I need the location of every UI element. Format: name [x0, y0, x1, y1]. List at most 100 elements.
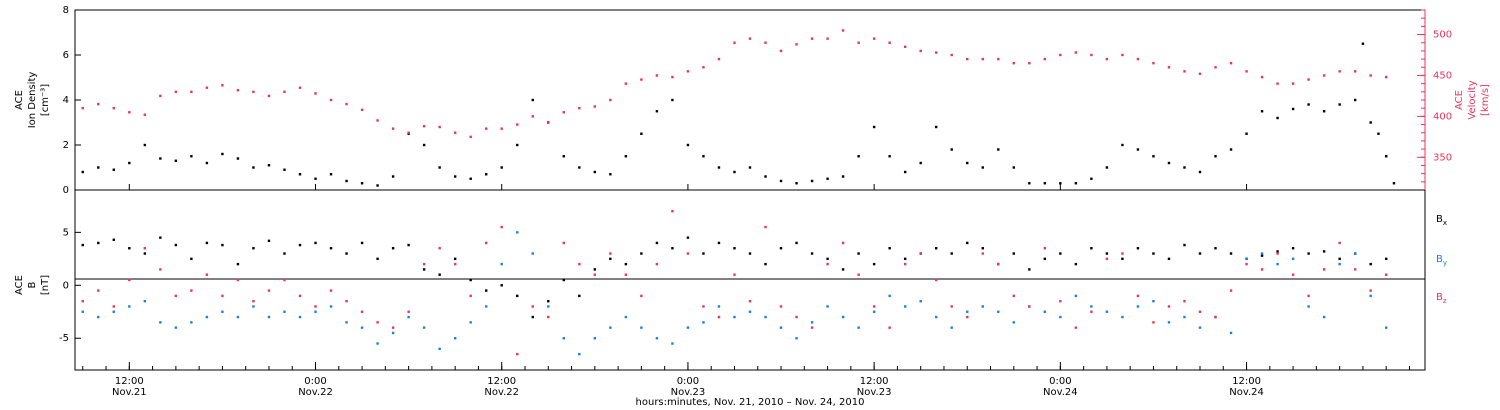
velocity-point-44 [764, 41, 767, 44]
Bz-point-57 [966, 315, 969, 319]
By-point-32 [578, 352, 581, 356]
velocity-point-41 [717, 57, 721, 61]
Bx-point-34 [609, 257, 612, 261]
density-point-69 [1152, 155, 1155, 158]
Bz-point-45 [779, 305, 783, 308]
density-point-46 [795, 182, 798, 185]
Bx-point-81 [1338, 257, 1341, 261]
velocity-point-52 [888, 41, 891, 44]
Bx-point-83 [1369, 262, 1372, 266]
Bz-point-26 [485, 241, 488, 245]
By-point-37 [655, 337, 659, 340]
Bz-point-52 [888, 326, 891, 329]
By-point-49 [841, 315, 845, 319]
velocity-point-66 [1105, 57, 1109, 61]
density-point-33 [593, 170, 597, 174]
velocity-point-60 [1012, 61, 1015, 65]
By-point-42 [733, 315, 736, 319]
density-point-57 [966, 161, 969, 165]
legend-bz: Bz [1436, 292, 1447, 305]
velocity-point-5 [159, 94, 162, 98]
velocity-point-21 [407, 131, 410, 134]
Bz-point-22 [422, 262, 426, 266]
x-tick-time-0: 12:00 [115, 376, 144, 387]
By-point-83 [1369, 294, 1372, 298]
Bz-point-16 [329, 289, 333, 292]
density-point-39 [686, 143, 690, 147]
Bz-point-14 [298, 294, 302, 298]
By-point-50 [857, 326, 860, 329]
Bx-point-26 [485, 289, 488, 292]
velocity-point-79 [1307, 78, 1310, 81]
Bz-point-30 [547, 315, 550, 319]
By-point-38 [671, 342, 674, 345]
velocity-point-24 [453, 131, 457, 134]
Bx-point-6 [174, 243, 178, 247]
density-point-1 [97, 166, 100, 169]
legend: Bx By Bz [1436, 214, 1447, 305]
By-point-6 [174, 326, 178, 329]
density-point-44 [764, 175, 767, 178]
velocity-point-0 [81, 106, 84, 110]
density-point-71 [1183, 166, 1186, 169]
Bx-point-53 [903, 257, 907, 261]
density-point-22 [422, 143, 426, 147]
Bz-point-15 [314, 305, 317, 308]
Bx-point-4 [143, 252, 147, 255]
By-point-30 [547, 305, 550, 308]
Bz-point-81 [1338, 241, 1341, 245]
density-point-26 [485, 173, 488, 176]
density-point-36 [640, 132, 643, 135]
density-point-66 [1105, 166, 1109, 169]
Bz-point-31 [562, 241, 565, 245]
By-point-13 [283, 310, 286, 313]
Bz-point-72 [1198, 310, 1202, 313]
velocity-point-2 [112, 106, 115, 110]
By-point-0 [81, 310, 84, 313]
density-point-79 [1307, 103, 1310, 106]
By-point-15 [314, 310, 317, 313]
velocity-point-45 [779, 49, 783, 53]
Bx-point-80 [1322, 250, 1326, 253]
Bz-point-76 [1260, 268, 1264, 271]
By-point-23 [438, 347, 441, 351]
By-point-56 [950, 326, 953, 329]
Bx-point-39 [686, 236, 690, 239]
Bz-point-61 [1028, 305, 1031, 308]
Bx-point-52 [888, 247, 891, 250]
Bx-point-69 [1152, 252, 1155, 255]
bfield-tick-label-2: 5 [63, 227, 69, 238]
density-point-47 [810, 179, 814, 183]
Bz-point-67 [1121, 252, 1124, 255]
density-point-80 [1322, 110, 1326, 113]
By-point-2 [112, 310, 115, 313]
By-point-18 [360, 326, 364, 329]
Bz-point-80 [1322, 268, 1326, 271]
density-point-35 [624, 155, 628, 158]
Bx-point-79 [1307, 252, 1310, 255]
Bx-point-51 [872, 262, 876, 266]
Bx-point-50 [857, 252, 860, 255]
Bz-point-0 [81, 299, 84, 303]
By-point-84 [1385, 326, 1388, 329]
Bz-point-55 [935, 278, 938, 282]
density-point-9 [221, 152, 224, 156]
x-tick-date-0: Nov.21 [112, 387, 147, 398]
velocity-point-61 [1028, 61, 1031, 65]
By-point-59 [997, 310, 1000, 313]
density-point-6 [174, 159, 178, 162]
bfield-axis-label-2: [nT] [40, 275, 51, 295]
velocity-point-69 [1152, 61, 1155, 65]
Bx-point-62 [1043, 257, 1047, 261]
Bz-point-13 [283, 278, 286, 282]
By-point-8 [205, 315, 209, 319]
top-panel-frame [74, 9, 1426, 191]
By-point-31 [562, 337, 565, 340]
velocity-point-72 [1198, 72, 1202, 76]
Bx-point-21 [407, 243, 410, 247]
velocity-point-53 [903, 45, 907, 49]
By-point-19 [376, 342, 379, 345]
By-point-54 [919, 299, 922, 303]
Bz-point-3 [128, 278, 131, 282]
Bz-point-84 [1385, 273, 1388, 276]
